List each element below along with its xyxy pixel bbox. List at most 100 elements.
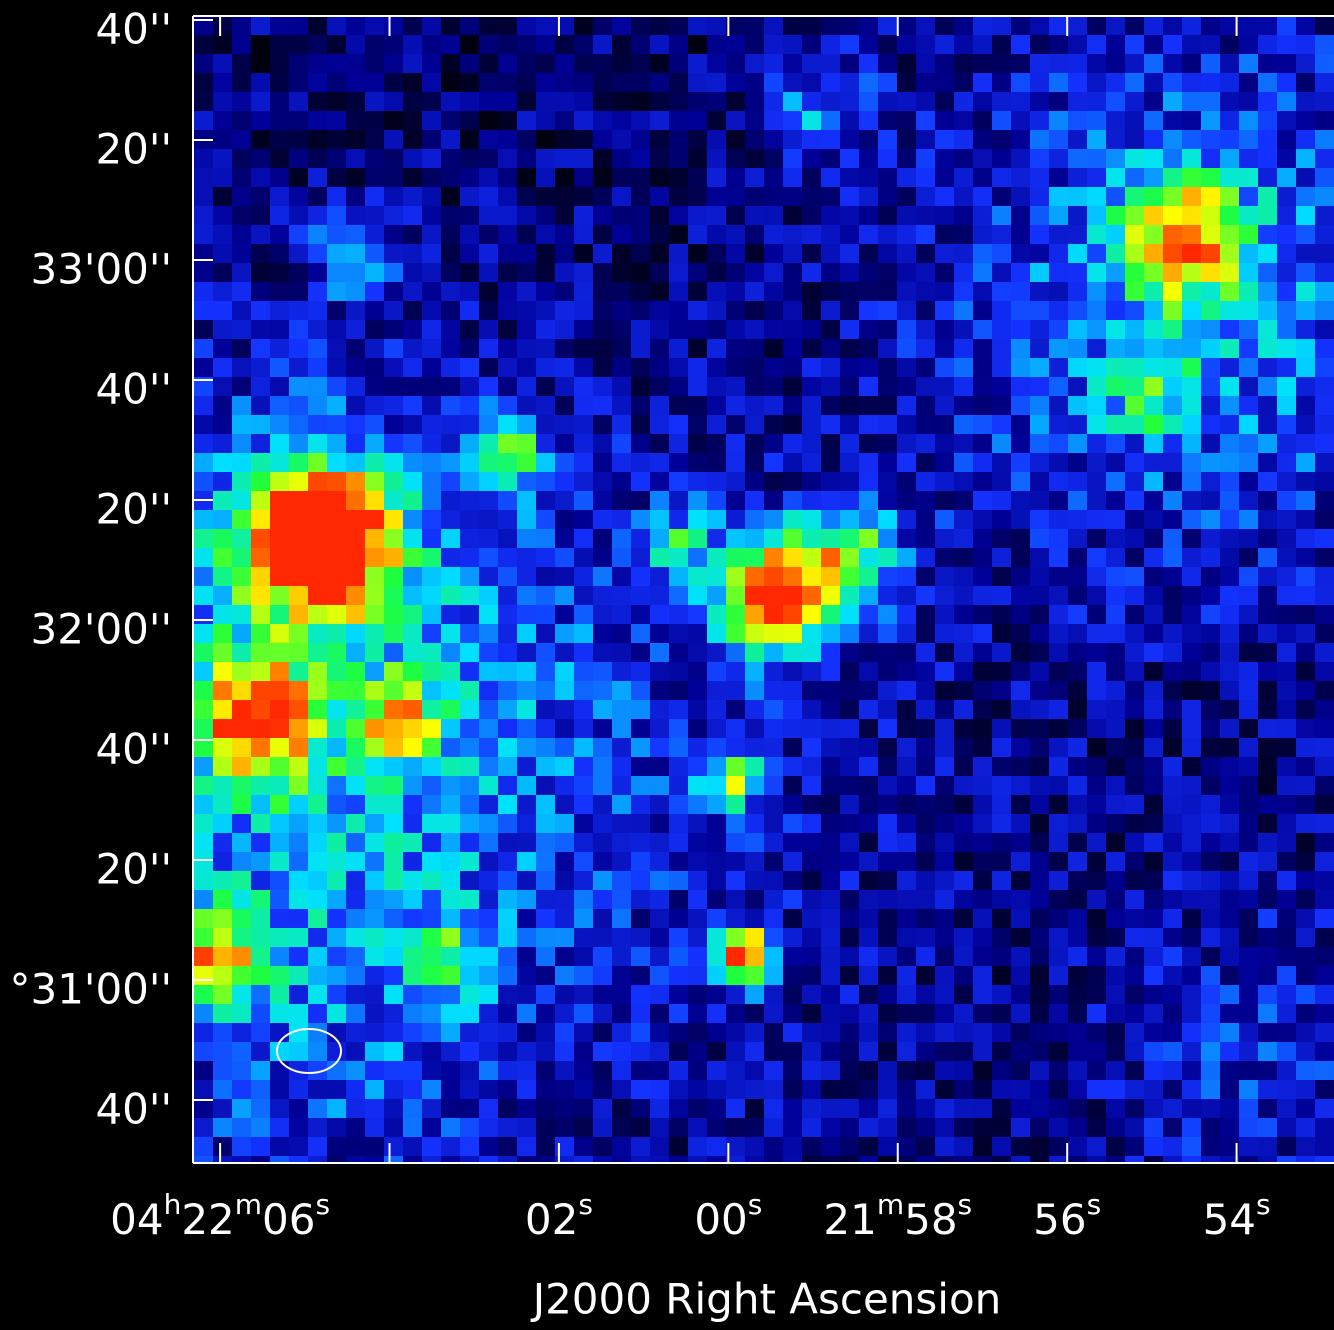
map-pixel	[422, 757, 441, 776]
map-pixel	[1258, 1137, 1277, 1156]
map-pixel	[954, 54, 973, 73]
map-pixel	[1239, 282, 1258, 301]
map-pixel	[498, 605, 517, 624]
map-pixel	[1220, 282, 1239, 301]
map-pixel	[251, 662, 270, 681]
map-pixel	[1182, 1023, 1201, 1042]
map-pixel	[1106, 263, 1125, 282]
map-pixel	[1163, 54, 1182, 73]
map-pixel	[1315, 73, 1334, 92]
map-pixel	[783, 510, 802, 529]
map-pixel	[821, 795, 840, 814]
map-pixel	[479, 1118, 498, 1137]
map-pixel	[555, 681, 574, 700]
map-pixel	[726, 1118, 745, 1137]
map-pixel	[1220, 111, 1239, 130]
map-pixel	[232, 567, 251, 586]
map-pixel	[327, 73, 346, 92]
map-pixel	[403, 738, 422, 757]
map-pixel	[555, 928, 574, 947]
map-pixel	[1277, 643, 1296, 662]
map-pixel	[897, 510, 916, 529]
y-tick-label: 40''	[95, 5, 172, 54]
map-pixel	[650, 548, 669, 567]
map-pixel	[251, 168, 270, 187]
map-pixel	[1144, 814, 1163, 833]
map-pixel	[422, 966, 441, 985]
map-pixel	[479, 1137, 498, 1156]
map-pixel	[479, 871, 498, 890]
map-pixel	[1220, 225, 1239, 244]
map-pixel	[422, 434, 441, 453]
map-pixel	[1277, 947, 1296, 966]
map-pixel	[859, 1099, 878, 1118]
map-pixel	[821, 1118, 840, 1137]
map-pixel	[441, 168, 460, 187]
map-pixel	[1277, 491, 1296, 510]
map-pixel	[631, 282, 650, 301]
map-pixel	[232, 890, 251, 909]
map-pixel	[403, 1156, 422, 1163]
map-pixel	[897, 377, 916, 396]
map-pixel	[498, 130, 517, 149]
map-pixel	[612, 1004, 631, 1023]
map-pixel	[650, 510, 669, 529]
map-pixel	[802, 814, 821, 833]
map-pixel	[802, 54, 821, 73]
map-pixel	[403, 776, 422, 795]
map-pixel	[403, 225, 422, 244]
map-pixel	[973, 662, 992, 681]
map-pixel	[327, 776, 346, 795]
map-pixel	[574, 624, 593, 643]
map-pixel	[954, 681, 973, 700]
map-pixel	[973, 643, 992, 662]
beam-ellipse	[276, 1028, 342, 1074]
map-pixel	[707, 510, 726, 529]
map-pixel	[289, 301, 308, 320]
map-pixel	[973, 73, 992, 92]
map-pixel	[574, 358, 593, 377]
map-pixel	[346, 472, 365, 491]
map-pixel	[1144, 453, 1163, 472]
map-pixel	[327, 700, 346, 719]
map-pixel	[403, 1099, 422, 1118]
map-pixel	[897, 320, 916, 339]
map-pixel	[1220, 339, 1239, 358]
map-pixel	[916, 187, 935, 206]
map-pixel	[1163, 358, 1182, 377]
map-pixel	[479, 681, 498, 700]
map-pixel	[251, 833, 270, 852]
map-pixel	[517, 1099, 536, 1118]
map-pixel	[1068, 643, 1087, 662]
map-pixel	[308, 225, 327, 244]
map-pixel	[1030, 1023, 1049, 1042]
map-pixel	[1182, 662, 1201, 681]
map-pixel	[1087, 1004, 1106, 1023]
map-pixel	[1277, 339, 1296, 358]
map-pixel	[289, 472, 308, 491]
map-pixel	[764, 814, 783, 833]
map-pixel	[251, 453, 270, 472]
map-pixel	[403, 130, 422, 149]
map-pixel	[1277, 244, 1296, 263]
map-pixel	[327, 35, 346, 54]
map-pixel	[688, 54, 707, 73]
map-pixel	[289, 586, 308, 605]
map-pixel	[973, 738, 992, 757]
map-pixel	[441, 776, 460, 795]
map-pixel	[403, 890, 422, 909]
map-pixel	[308, 852, 327, 871]
map-pixel	[878, 700, 897, 719]
map-pixel	[821, 776, 840, 795]
map-pixel	[1239, 1099, 1258, 1118]
map-pixel	[688, 111, 707, 130]
map-pixel	[1201, 757, 1220, 776]
map-pixel	[1239, 225, 1258, 244]
map-pixel	[555, 700, 574, 719]
map-pixel	[194, 662, 213, 681]
map-pixel	[403, 966, 422, 985]
map-pixel	[1125, 1099, 1144, 1118]
map-pixel	[441, 567, 460, 586]
map-pixel	[1277, 263, 1296, 282]
map-pixel	[631, 263, 650, 282]
